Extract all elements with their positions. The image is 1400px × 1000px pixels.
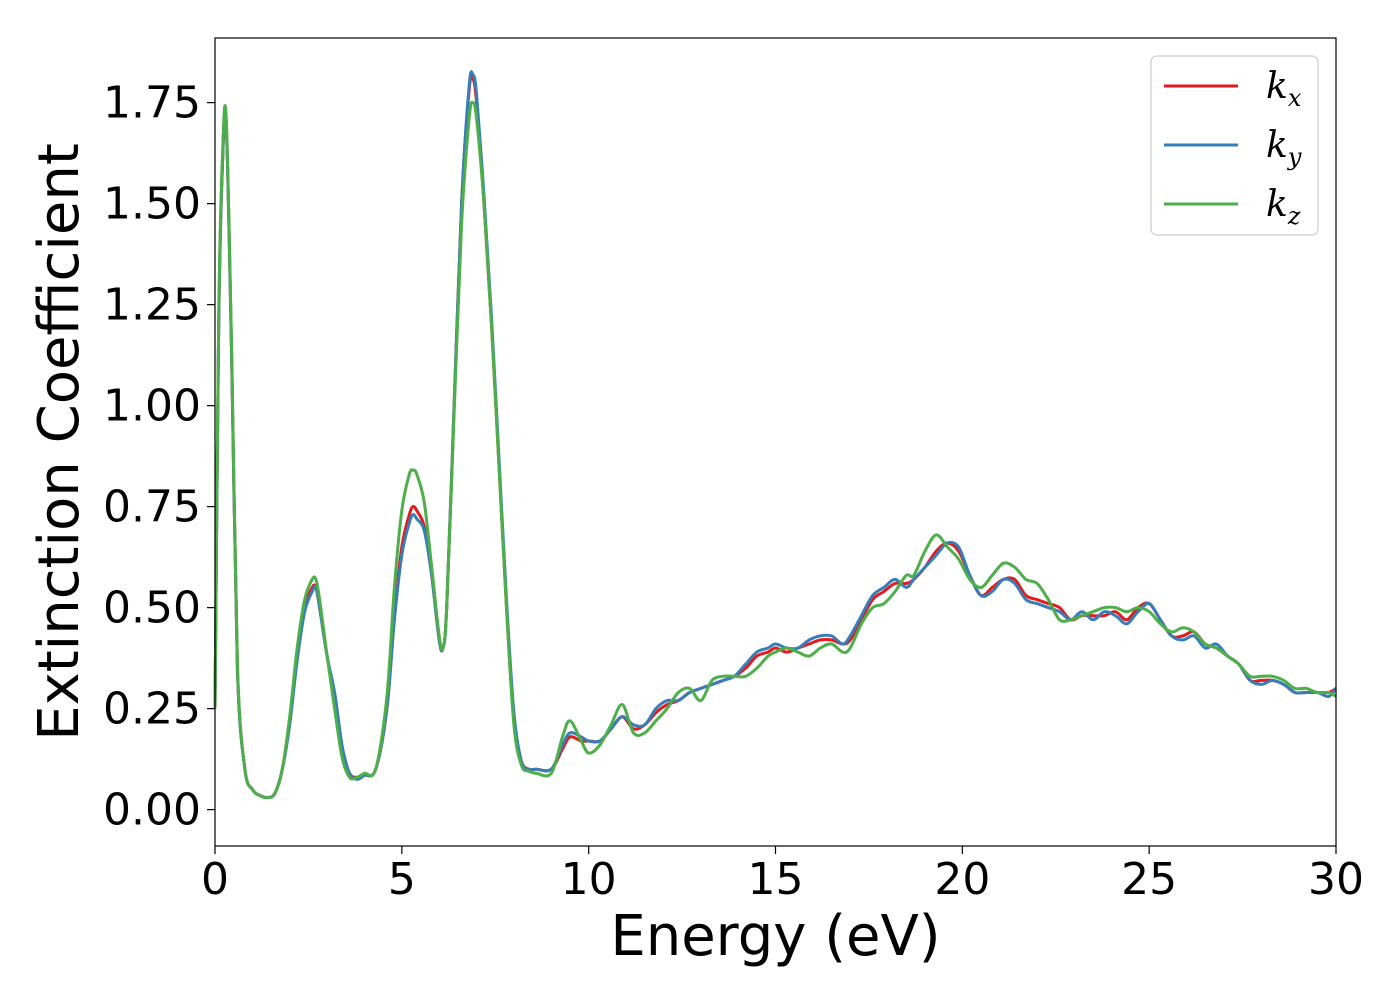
x-tick-label: 15 <box>748 854 804 905</box>
y-tick-label: 1.00 <box>103 381 201 432</box>
x-tick-label: 25 <box>1121 854 1177 905</box>
x-axis-ticks: 0 5 10 15 20 25 30 <box>201 846 1364 905</box>
legend-entry-kx: kx <box>1266 66 1302 112</box>
y-axis-ticks: 0.00 0.25 0.50 0.75 1.00 1.25 1.50 1.75 <box>103 78 215 836</box>
legend-entry-kz: kz <box>1266 184 1301 230</box>
y-tick-label: 0.00 <box>103 785 201 836</box>
y-tick-label: 0.25 <box>103 684 201 735</box>
x-tick-label: 5 <box>388 854 416 905</box>
y-tick-label: 1.50 <box>103 179 201 230</box>
y-axis-label: Extinction Coefficient <box>27 143 92 741</box>
legend: kx ky kz <box>1150 55 1319 236</box>
y-tick-label: 0.50 <box>103 583 201 634</box>
x-tick-label: 20 <box>934 854 990 905</box>
x-axis-label: Energy (eV) <box>610 904 940 969</box>
x-tick-label: 10 <box>561 854 617 905</box>
y-tick-label: 1.25 <box>103 280 201 331</box>
x-tick-label: 0 <box>201 854 229 905</box>
legend-entry-ky: ky <box>1266 125 1302 171</box>
x-tick-label: 30 <box>1308 854 1364 905</box>
series-line-kz <box>213 100 1337 800</box>
y-tick-label: 1.75 <box>103 78 201 129</box>
plot-series <box>213 70 1338 800</box>
y-tick-label: 0.75 <box>103 482 201 533</box>
